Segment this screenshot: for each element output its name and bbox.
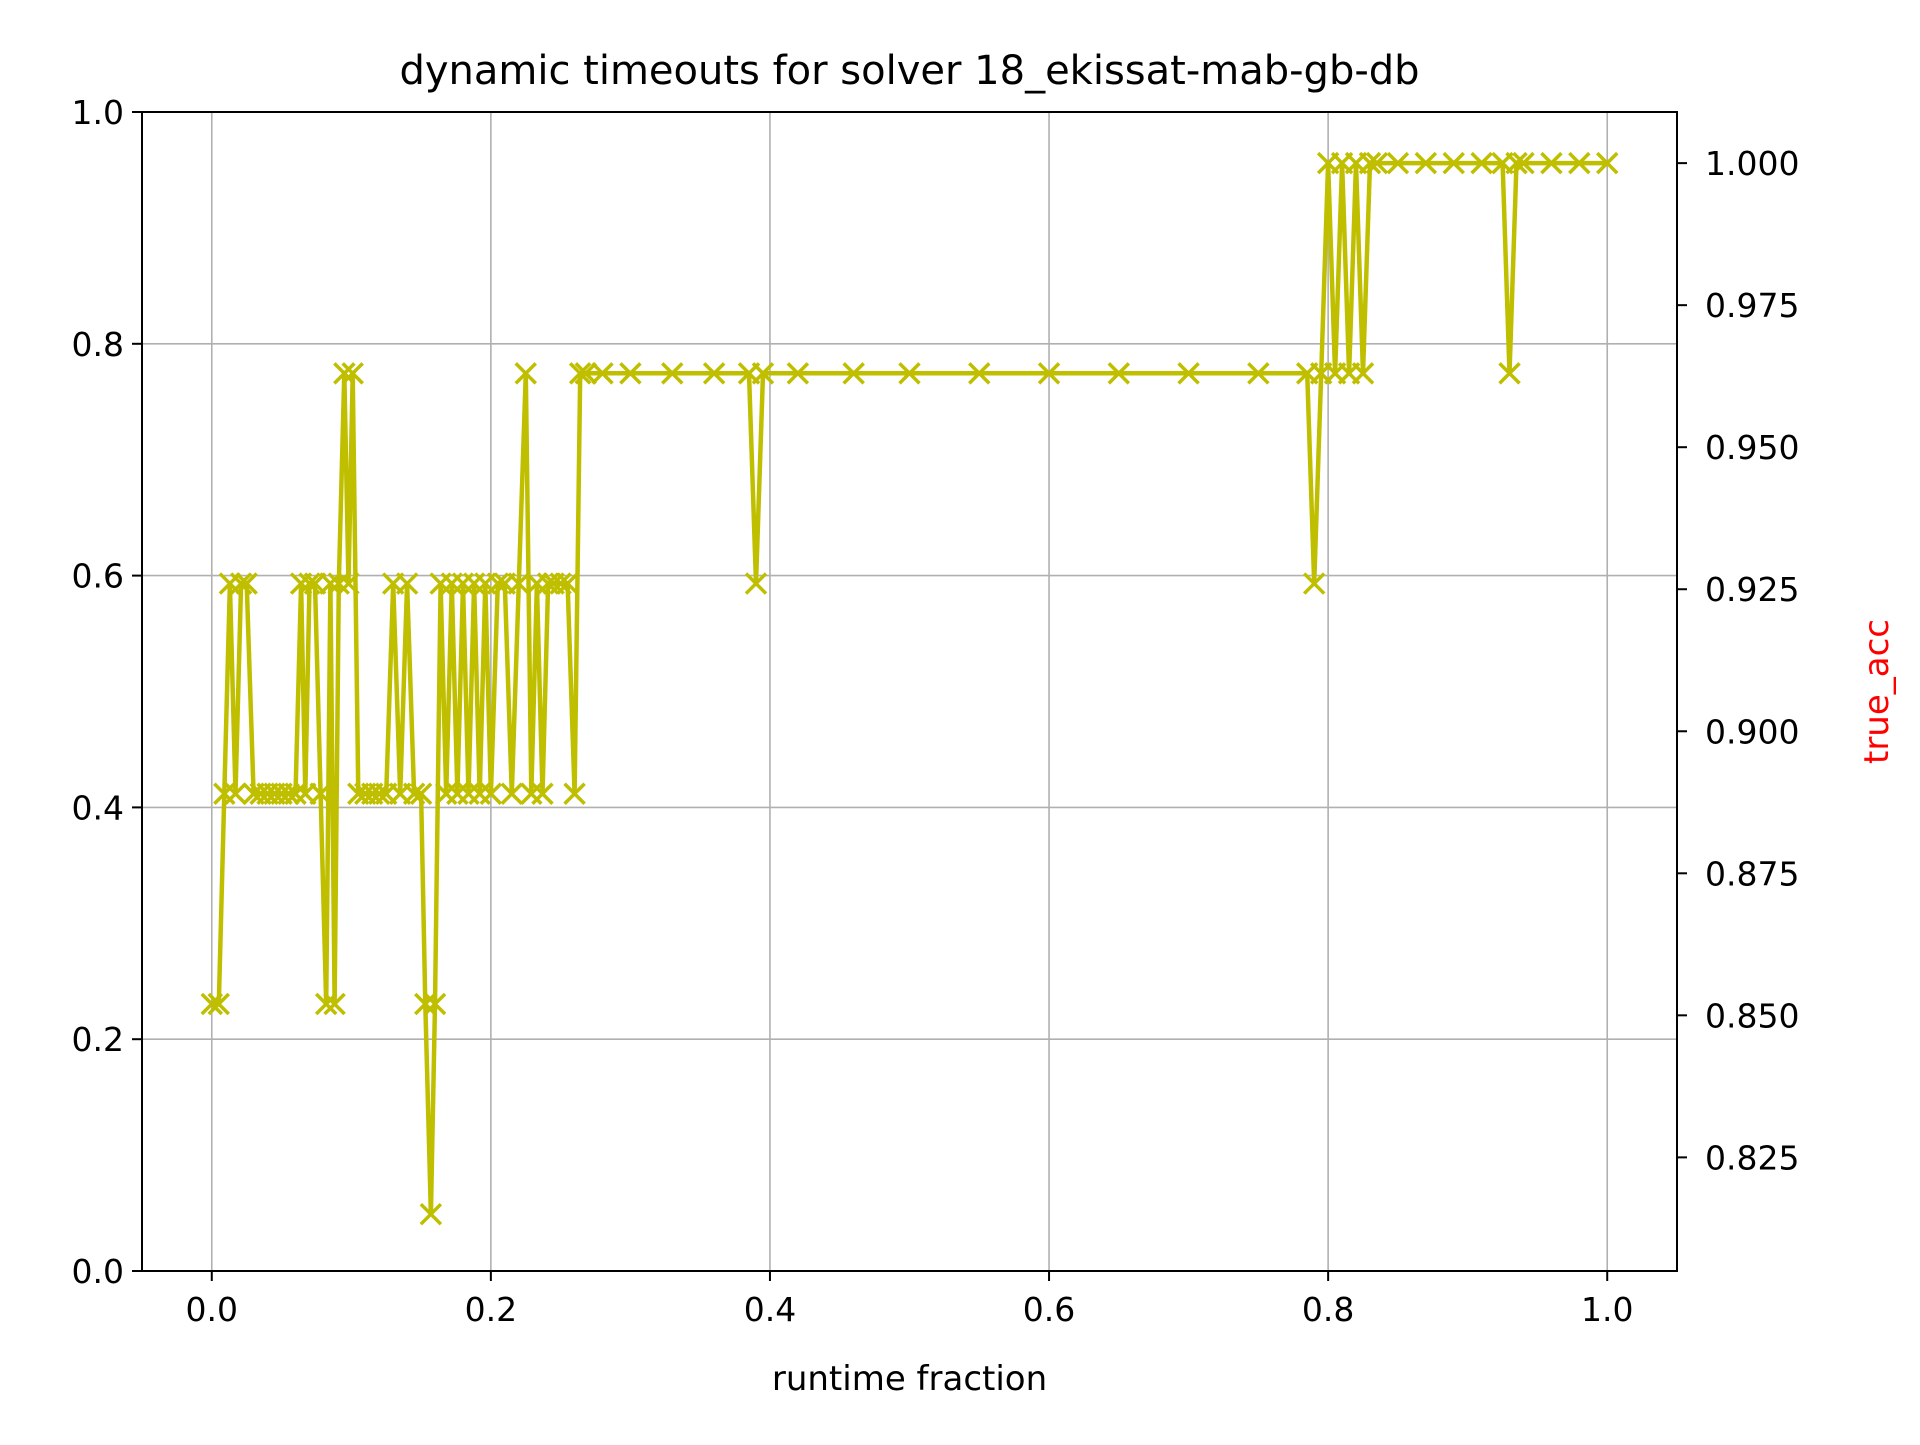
data-point-marker (591, 362, 614, 385)
data-point-marker (229, 572, 253, 595)
plot-frame (141, 111, 1678, 1272)
x-tick-label: 0.2 (465, 1290, 517, 1329)
data-point-marker (1351, 362, 1375, 385)
data-point-marker (1512, 151, 1535, 175)
data-point-marker (898, 362, 921, 385)
data-point-marker (284, 782, 307, 806)
data-point-marker (298, 572, 321, 595)
ticks-layer: 0.0 0.2 0.4 0.6 0.8 1.0 0.0 0.2 0.4 0.6 0.8 1.0 0.82… (72, 93, 1800, 1329)
data-point-marker (1442, 151, 1465, 175)
y-tick-label: 0.2 (72, 1020, 124, 1059)
data-point-marker (323, 992, 346, 1016)
y2-tick-label: 1.000 (1705, 144, 1799, 183)
series-layer (200, 151, 1619, 1226)
data-point-marker (224, 782, 247, 806)
y2-tick-label: 0.850 (1705, 996, 1799, 1035)
y2-tick-label: 0.875 (1705, 854, 1799, 893)
y-tick-label: 0.8 (72, 325, 124, 364)
y-tick-label: 0.6 (72, 557, 124, 596)
y2-tick-label: 0.975 (1705, 286, 1799, 325)
x-tick-label: 0.6 (1023, 1290, 1075, 1329)
data-point-marker (619, 362, 642, 385)
data-point-marker (1302, 572, 1326, 595)
y-tick-label: 0.0 (72, 1252, 124, 1291)
data-point-marker (563, 782, 586, 806)
data-point-marker (341, 362, 364, 385)
data-point-marker (277, 782, 300, 806)
data-point-marker (367, 782, 391, 806)
data-point-marker (702, 362, 726, 385)
x-tick-label: 0.0 (186, 1290, 238, 1329)
data-point-marker (423, 992, 447, 1016)
data-point-marker (1498, 362, 1521, 385)
data-point-marker (486, 572, 510, 595)
data-point-marker (568, 362, 592, 385)
y2-tick-label: 0.825 (1705, 1138, 1799, 1177)
data-point-marker (414, 992, 437, 1016)
data-point-marker (507, 572, 531, 595)
y-tick-label: 0.4 (72, 788, 124, 827)
data-point-marker (574, 362, 597, 385)
data-point-marker (1107, 362, 1131, 385)
data-point-marker (1365, 151, 1389, 175)
data-point-marker (661, 362, 684, 385)
data-point-marker (531, 782, 554, 806)
y2-tick-label: 0.925 (1705, 570, 1799, 609)
data-point-marker (842, 362, 865, 385)
data-point-marker (333, 362, 356, 385)
data-point-marker (200, 992, 224, 1016)
data-point-marker (744, 572, 768, 595)
data-point-marker (327, 572, 350, 595)
data-point-marker (786, 362, 810, 385)
data-point-marker (1470, 151, 1493, 175)
x-tick-label: 0.4 (744, 1290, 796, 1329)
data-point-marker (1247, 362, 1270, 385)
data-point-marker (1595, 151, 1619, 175)
data-point-marker (968, 362, 991, 385)
data-point-marker (1358, 151, 1382, 175)
y2-tick-label: 0.900 (1705, 712, 1799, 751)
data-point-marker (556, 572, 579, 595)
data-point-marker (479, 782, 503, 806)
data-point-marker (235, 572, 258, 595)
y-tick-label: 1.0 (72, 93, 124, 132)
data-point-marker (1386, 151, 1410, 175)
data-point-marker (1568, 151, 1591, 175)
data-point-marker (1177, 362, 1200, 385)
data-point-marker (751, 362, 775, 385)
data-point-marker (207, 992, 230, 1016)
data-point-marker (1505, 151, 1528, 175)
data-point-marker (514, 362, 537, 385)
data-point-marker (1540, 151, 1563, 175)
data-point-marker (395, 572, 419, 595)
x-tick-label: 1.0 (1581, 1290, 1633, 1329)
data-point-marker (419, 1202, 443, 1226)
x-tick-label: 0.8 (1302, 1290, 1354, 1329)
x-axis-label: runtime fraction (772, 1359, 1047, 1399)
data-point-marker (500, 782, 524, 806)
data-point-marker (337, 572, 360, 595)
data-point-marker (402, 782, 426, 806)
data-point-marker (319, 572, 342, 595)
data-point-marker (1414, 151, 1438, 175)
data-point-marker (1037, 362, 1061, 385)
data-point-marker (314, 992, 338, 1016)
chart-title: dynamic timeouts for solver 18_ekissat-m… (399, 48, 1419, 94)
data-point-marker (549, 572, 572, 595)
data-point-marker (309, 782, 332, 806)
y2-tick-label: 0.950 (1705, 428, 1799, 467)
data-point-marker (409, 782, 433, 806)
right-axis-label: true_acc (1857, 619, 1897, 764)
